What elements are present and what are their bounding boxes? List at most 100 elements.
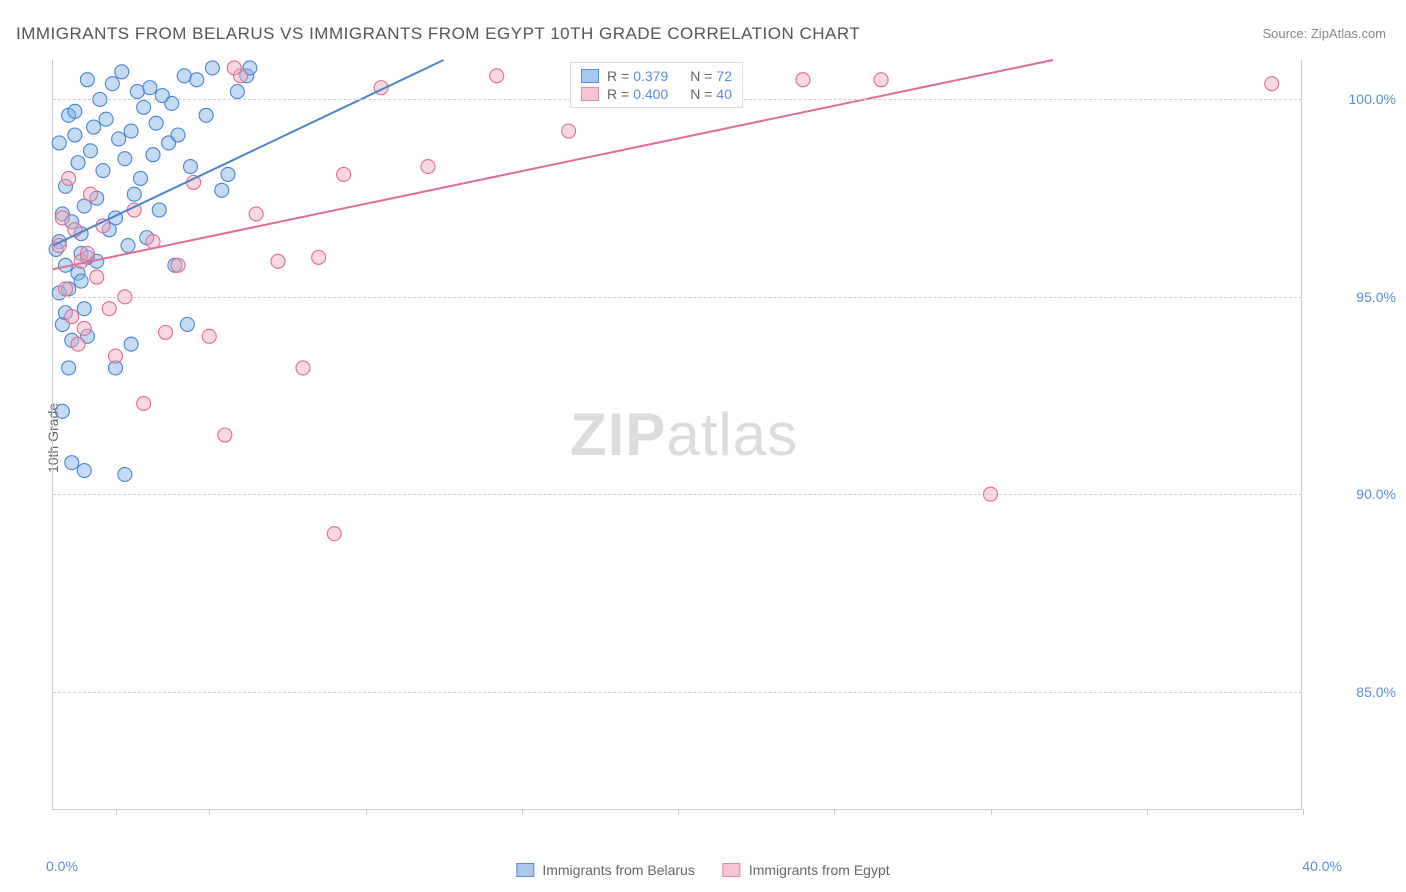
data-point	[71, 337, 85, 351]
data-point	[102, 302, 116, 316]
x-tick-mark	[366, 809, 367, 815]
data-point	[177, 69, 191, 83]
legend-item: Immigrants from Egypt	[723, 862, 890, 878]
data-point	[490, 69, 504, 83]
data-point	[190, 73, 204, 87]
data-point	[65, 310, 79, 324]
data-point	[159, 325, 173, 339]
x-tick-mark	[209, 809, 210, 815]
data-point	[143, 81, 157, 95]
watermark-bold: ZIP	[570, 401, 666, 468]
data-point	[337, 167, 351, 181]
data-point	[218, 428, 232, 442]
data-point	[105, 77, 119, 91]
legend-swatch	[581, 69, 599, 83]
gridline	[53, 494, 1302, 495]
y-tick-label: 95.0%	[1356, 289, 1396, 305]
data-point	[77, 302, 91, 316]
data-point	[199, 108, 213, 122]
data-point	[62, 361, 76, 375]
data-point	[84, 144, 98, 158]
data-point	[149, 116, 163, 130]
data-point	[65, 456, 79, 470]
watermark-rest: atlas	[666, 401, 798, 468]
legend-swatch	[723, 863, 741, 877]
x-tick-mark	[678, 809, 679, 815]
n-stat: N =40	[690, 86, 732, 102]
data-point	[74, 274, 88, 288]
watermark: ZIPatlas	[570, 400, 798, 469]
data-point	[118, 152, 132, 166]
data-point	[77, 464, 91, 478]
data-point	[96, 164, 110, 178]
data-point	[52, 136, 66, 150]
x-tick-min: 0.0%	[46, 858, 78, 874]
y-tick-label: 100.0%	[1349, 91, 1396, 107]
data-point	[180, 317, 194, 331]
data-point	[134, 171, 148, 185]
source-attribution: Source: ZipAtlas.com	[1262, 26, 1386, 41]
data-point	[130, 85, 144, 99]
data-point	[127, 187, 141, 201]
x-tick-max: 40.0%	[1302, 858, 1342, 874]
right-axis-line	[1301, 60, 1302, 809]
r-stat: R =0.400	[607, 86, 668, 102]
gridline	[53, 692, 1302, 693]
series-legend: Immigrants from Belarus Immigrants from E…	[516, 862, 889, 878]
x-tick-mark	[116, 809, 117, 815]
x-tick-mark	[1303, 809, 1304, 815]
data-point	[152, 203, 166, 217]
legend-item: Immigrants from Belarus	[516, 862, 694, 878]
y-tick-label: 85.0%	[1356, 684, 1396, 700]
data-point	[421, 160, 435, 174]
r-stat: R =0.379	[607, 68, 668, 84]
data-point	[1265, 77, 1279, 91]
legend-swatch	[516, 863, 534, 877]
data-point	[221, 167, 235, 181]
data-point	[137, 396, 151, 410]
data-point	[249, 207, 263, 221]
data-point	[68, 104, 82, 118]
data-point	[80, 73, 94, 87]
correlation-legend-row: R =0.379 N =72	[581, 67, 732, 85]
data-point	[562, 124, 576, 138]
data-point	[137, 100, 151, 114]
data-point	[77, 321, 91, 335]
legend-label: Immigrants from Belarus	[542, 862, 694, 878]
data-point	[296, 361, 310, 375]
correlation-legend-row: R =0.400 N =40	[581, 85, 732, 103]
data-point	[271, 254, 285, 268]
data-point	[84, 187, 98, 201]
x-tick-mark	[834, 809, 835, 815]
data-point	[184, 160, 198, 174]
data-point	[80, 246, 94, 260]
data-point	[215, 183, 229, 197]
data-point	[874, 73, 888, 87]
data-point	[205, 61, 219, 75]
trend-line	[53, 60, 1053, 269]
x-tick-mark	[991, 809, 992, 815]
legend-swatch	[581, 87, 599, 101]
x-tick-mark	[522, 809, 523, 815]
data-point	[118, 467, 132, 481]
data-point	[202, 329, 216, 343]
data-point	[227, 61, 241, 75]
data-point	[68, 128, 82, 142]
data-point	[109, 349, 123, 363]
data-point	[115, 65, 129, 79]
data-point	[124, 124, 138, 138]
data-point	[796, 73, 810, 87]
data-point	[55, 211, 69, 225]
y-tick-label: 90.0%	[1356, 486, 1396, 502]
data-point	[312, 250, 326, 264]
data-point	[55, 404, 69, 418]
data-point	[59, 282, 73, 296]
data-point	[327, 527, 341, 541]
data-point	[146, 148, 160, 162]
n-stat: N =72	[690, 68, 732, 84]
data-point	[121, 239, 135, 253]
data-point	[71, 156, 85, 170]
data-point	[87, 120, 101, 134]
data-point	[62, 171, 76, 185]
data-point	[171, 258, 185, 272]
